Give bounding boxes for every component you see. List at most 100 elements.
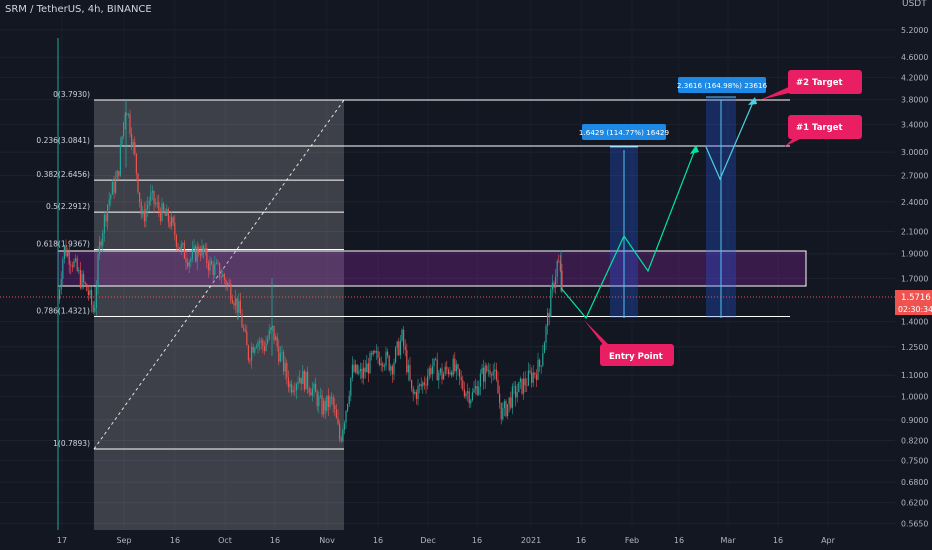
candle-body — [191, 249, 193, 259]
candle-body — [193, 246, 195, 250]
candle-body — [163, 203, 165, 212]
price-tick: 1.7000 — [901, 274, 928, 283]
fib-retracement: 0(3.7930) 0.236(3.0841) 0.382(2.6456) 0.5(2… — [36, 90, 790, 450]
candle-body — [303, 370, 305, 390]
candle-body — [364, 367, 366, 373]
target-2-pointer — [760, 85, 793, 100]
candle-body — [167, 208, 169, 222]
candle-body — [513, 386, 515, 387]
candle-body — [201, 245, 203, 256]
candle-body — [219, 263, 221, 277]
time-tick: 16 — [674, 536, 684, 545]
price-tick: 2.1000 — [901, 227, 928, 236]
candle-body — [422, 382, 424, 387]
candle-body — [551, 282, 553, 290]
candle-body — [550, 289, 552, 317]
candle-body — [297, 382, 299, 384]
candle-body — [353, 364, 355, 372]
candle-body — [267, 338, 269, 344]
price-tick: 1.0000 — [901, 392, 928, 401]
candle-body — [187, 262, 189, 267]
candle-body — [60, 278, 62, 290]
fib-level-label: 0.236(3.0841) — [36, 136, 90, 145]
time-tick: 2021 — [521, 536, 541, 545]
candle-body — [254, 347, 256, 353]
candle-body — [473, 389, 475, 393]
candle-body — [340, 438, 342, 441]
price-tick: 1.4000 — [901, 318, 928, 327]
candle-body — [393, 362, 395, 375]
candle-body — [495, 369, 497, 380]
candle-body — [273, 325, 275, 341]
candle-body — [535, 374, 537, 380]
price-tick: 0.8200 — [901, 437, 928, 446]
target-1-callout[interactable] — [788, 115, 862, 139]
candle-body — [244, 329, 246, 332]
candle-body — [198, 246, 200, 254]
candle-body — [339, 424, 341, 439]
candle-body — [465, 392, 467, 397]
candle-body — [479, 373, 481, 387]
time-tick: Apr — [821, 536, 836, 545]
candle-body — [380, 363, 382, 366]
candle-body — [547, 312, 549, 327]
candle-body — [492, 371, 494, 376]
candle-body — [207, 263, 209, 271]
candle-body — [94, 308, 96, 312]
candle-body — [395, 347, 397, 363]
candle-body — [510, 397, 512, 408]
entry-callout[interactable] — [600, 344, 674, 366]
price-tick: 0.6800 — [901, 478, 928, 487]
price-tick: 0.9000 — [901, 416, 928, 425]
candle-body — [534, 372, 536, 375]
candle-body — [350, 377, 352, 396]
candle-body — [230, 283, 232, 301]
candle-body — [97, 254, 99, 288]
candle-body — [62, 259, 64, 279]
candle-body — [196, 246, 198, 262]
candle-body — [86, 284, 88, 291]
projection-path-2 — [705, 99, 755, 181]
candle-body — [326, 395, 328, 411]
candle-body — [156, 202, 158, 204]
time-tick: 16 — [170, 536, 180, 545]
candle-body — [235, 298, 237, 306]
measure-label-2-bg — [678, 77, 766, 93]
candle-body — [241, 314, 243, 328]
candle-body — [483, 367, 485, 382]
candle-body — [433, 358, 435, 367]
time-tick: Oct — [218, 536, 232, 545]
fib-level-label: 0.786(1.4321) — [36, 307, 90, 316]
candle-body — [212, 264, 214, 275]
candle-body — [155, 203, 157, 205]
candle-body — [358, 371, 360, 374]
price-tick: 5.2000 — [901, 26, 928, 35]
candle-body — [99, 241, 101, 255]
candle-body — [233, 303, 235, 306]
target-2-callout[interactable] — [788, 70, 862, 94]
fib-level-label: 1(0.7893) — [53, 439, 90, 448]
candle-body — [111, 182, 113, 195]
candle-body — [279, 352, 281, 362]
candle-body — [249, 360, 251, 361]
candle-body — [83, 274, 85, 283]
candle-body — [356, 364, 358, 374]
time-tick: 17 — [57, 536, 67, 545]
candle-body — [231, 300, 233, 304]
measure-label-2: 2.3616 (164.98%) 23616 — [677, 81, 768, 90]
candle-body — [489, 370, 491, 375]
candle-body — [428, 368, 430, 376]
candle-body — [327, 395, 329, 408]
candle-body — [206, 247, 208, 264]
candle-body — [203, 245, 205, 253]
candle-body — [441, 368, 443, 380]
candle-body — [455, 364, 457, 372]
candle-body — [324, 400, 326, 411]
grid-lines — [0, 29, 895, 524]
candle-body — [427, 375, 429, 386]
projection-arrowhead-2 — [748, 97, 757, 105]
candle-body — [305, 371, 307, 390]
candle-body — [278, 346, 280, 362]
candle-body — [142, 210, 144, 215]
